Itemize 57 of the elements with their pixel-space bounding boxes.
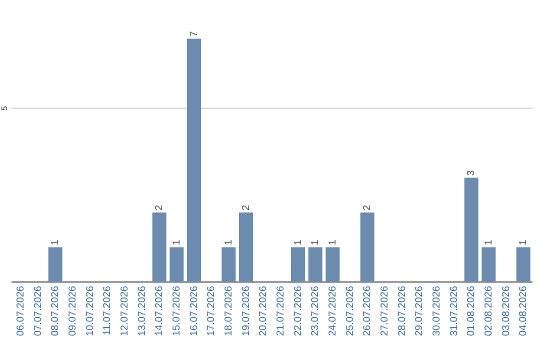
x-tick-label: 20.07.2026	[258, 286, 270, 336]
bar	[48, 247, 62, 282]
x-tick-label: 21.07.2026	[275, 286, 286, 336]
x-tick-label: 31.07.2026	[448, 286, 460, 336]
x-tick-label: 13.07.2026	[136, 286, 148, 336]
x-tick-label: 24.07.2026	[327, 286, 338, 336]
data-label: 1	[292, 239, 304, 246]
bar	[308, 247, 322, 282]
data-label: 7	[188, 30, 200, 37]
x-tick-label: 25.07.2026	[344, 286, 356, 336]
x-tick-label: 03.08.2026	[500, 286, 512, 336]
data-label: 1	[327, 239, 338, 246]
x-tick-label: 14.07.2026	[154, 286, 166, 336]
ref-line-label: 5	[0, 105, 10, 110]
data-label: 1	[50, 239, 62, 246]
data-label: 1	[310, 239, 322, 246]
x-tick-label: 30.07.2026	[431, 286, 442, 336]
data-label: 2	[362, 204, 374, 210]
x-tick-label: 17.07.2026	[206, 286, 218, 336]
x-tick-label: 02.08.2026	[483, 286, 494, 336]
x-tick-label: 06.07.2026	[15, 286, 26, 336]
x-tick-label: 10.07.2026	[84, 286, 96, 336]
bar	[482, 247, 496, 282]
x-tick-label: 07.07.2026	[32, 286, 44, 336]
bar	[187, 38, 201, 282]
x-tick-label: 27.07.2026	[379, 286, 390, 336]
data-label: 1	[483, 239, 494, 246]
x-tick-label: 12.07.2026	[119, 286, 130, 336]
bar	[464, 178, 478, 282]
x-tick-label: 01.08.2026	[466, 286, 478, 336]
x-tick-label: 23.07.2026	[310, 286, 322, 336]
x-tick-label: 15.07.2026	[171, 286, 182, 336]
bar	[516, 247, 530, 282]
bar	[326, 247, 340, 282]
x-tick-label: 29.07.2026	[414, 286, 426, 336]
x-tick-label: 16.07.2026	[188, 286, 200, 336]
bar	[360, 212, 374, 282]
x-tick-label: 22.07.2026	[292, 286, 304, 336]
bar	[239, 212, 253, 282]
x-tick-label: 28.07.2026	[396, 286, 408, 336]
bar	[170, 247, 184, 282]
data-label: 1	[223, 239, 234, 246]
x-tick-label: 11.07.2026	[102, 286, 114, 336]
bar	[291, 247, 305, 282]
x-tick-label: 08.07.2026	[50, 286, 62, 336]
data-label: 3	[466, 170, 478, 176]
x-tick-label: 18.07.2026	[223, 286, 234, 336]
x-tick-label: 09.07.2026	[67, 286, 78, 336]
x-tick-label: 04.08.2026	[518, 286, 530, 336]
bar	[222, 247, 236, 282]
x-tick-label: 26.07.2026	[362, 286, 374, 336]
bar	[152, 212, 166, 282]
x-tick-label: 19.07.2026	[240, 286, 252, 336]
data-label: 2	[240, 204, 252, 210]
data-label: 2	[154, 204, 166, 210]
data-label: 1	[518, 239, 530, 246]
data-label: 1	[171, 239, 182, 246]
